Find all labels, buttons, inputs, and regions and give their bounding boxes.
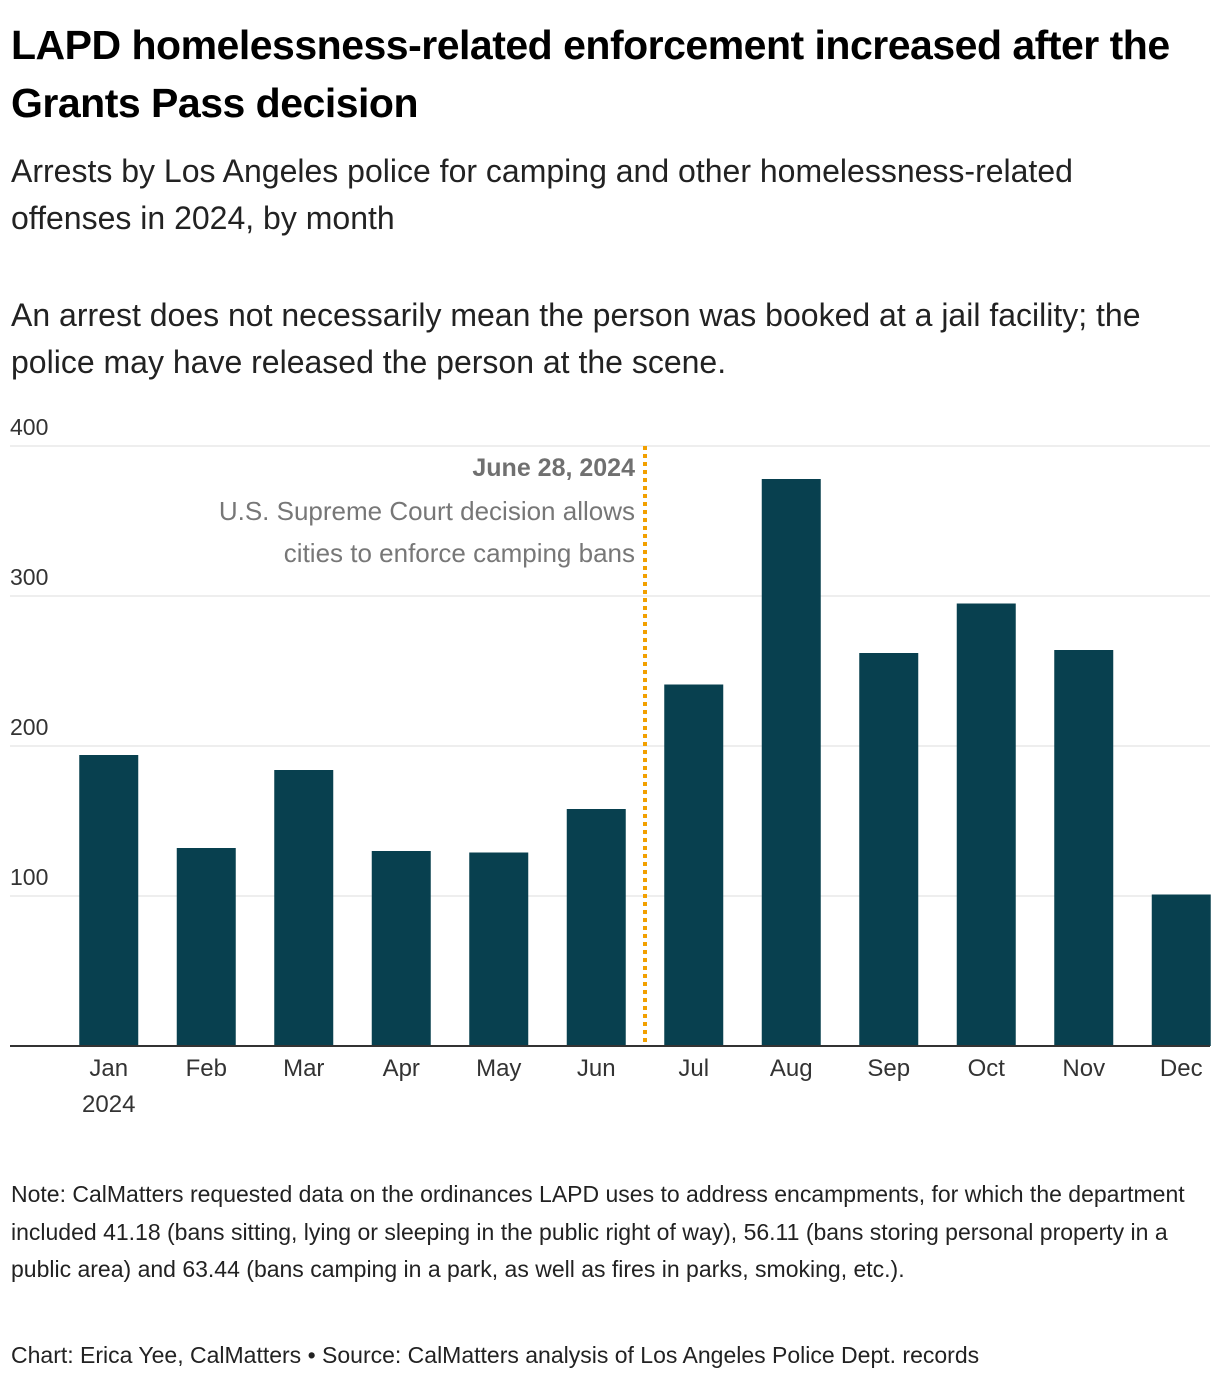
x-tick-label: Mar xyxy=(283,1055,324,1082)
x-tick-label: Jun xyxy=(577,1055,616,1082)
annotation-date: June 28, 2024 xyxy=(472,454,635,482)
x-tick-label: Jan xyxy=(89,1055,128,1082)
x-tick-label: Sep xyxy=(867,1055,910,1082)
x-tick-label: Feb xyxy=(186,1055,227,1082)
bar-aug xyxy=(761,479,821,1046)
annotation-text: U.S. Supreme Court decision allows xyxy=(219,496,635,526)
chart-title: LAPD homelessness-related enforcement in… xyxy=(11,22,1170,126)
x-tick-label: Nov xyxy=(1062,1055,1105,1082)
bar-dec xyxy=(1151,894,1211,1046)
x-tick-label: Oct xyxy=(968,1055,1006,1082)
y-tick-label: 400 xyxy=(10,414,48,440)
chart-description: An arrest does not necessarily mean the … xyxy=(11,297,1141,380)
x-tick-label: Aug xyxy=(770,1055,813,1082)
bar-feb xyxy=(176,848,236,1046)
bar-jun xyxy=(566,809,626,1046)
y-tick-label: 200 xyxy=(10,714,48,740)
x-tick-label: May xyxy=(476,1055,521,1082)
annotation-text: cities to enforce camping bans xyxy=(284,538,635,568)
chart-credit: Chart: Erica Yee, CalMatters • Source: C… xyxy=(11,1342,980,1368)
y-tick-label: 100 xyxy=(10,864,48,890)
bar-jan xyxy=(79,755,139,1046)
y-tick-label: 300 xyxy=(10,564,48,590)
bar-oct xyxy=(956,603,1016,1046)
x-tick-label: Jul xyxy=(678,1055,709,1082)
bar-nov xyxy=(1054,650,1114,1046)
x-tick-sublabel: 2024 xyxy=(82,1091,135,1118)
bar-mar xyxy=(274,770,334,1046)
bar-may xyxy=(469,852,529,1046)
bar-sep xyxy=(859,653,919,1046)
bar-jul xyxy=(664,684,724,1046)
x-tick-label: Apr xyxy=(383,1055,420,1082)
bar-chart: 100 200 300 400 Jan 2024 Feb Mar Apr May Jun Jul Aug… xyxy=(10,414,1211,1118)
x-tick-label: Dec xyxy=(1160,1055,1203,1082)
chart-subtitle: Arrests by Los Angeles police for campin… xyxy=(11,153,1073,236)
chart-note: Note: CalMatters requested data on the o… xyxy=(11,1181,1185,1282)
bar-apr xyxy=(371,851,431,1046)
